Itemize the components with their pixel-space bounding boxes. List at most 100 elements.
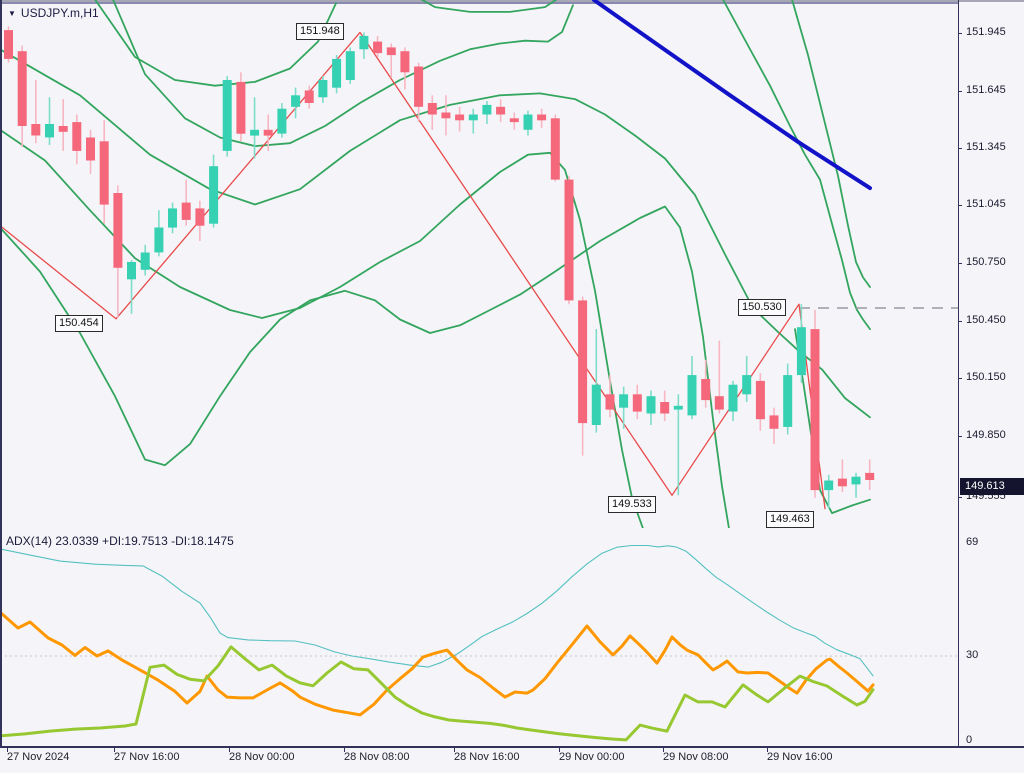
price-tick-mark: [958, 378, 962, 379]
candle-body: [742, 375, 752, 395]
symbol-timeframe-label[interactable]: ▼ USDJPY.m,H1: [8, 6, 99, 20]
band-lower-inner: [794, 328, 871, 514]
candle-body: [359, 35, 369, 50]
time-tick-mark: [7, 746, 8, 752]
price-tick-label: 151.645: [966, 84, 1006, 96]
candle-body: [646, 396, 656, 414]
candle-body: [72, 122, 82, 151]
candle-body: [31, 124, 41, 136]
candle-body: [441, 112, 451, 119]
candle-body: [783, 375, 793, 427]
candle-body: [701, 379, 711, 401]
main-chart-area[interactable]: [0, 0, 958, 529]
chevron-down-icon[interactable]: ▼: [8, 8, 16, 18]
candle-body: [482, 104, 492, 115]
time-tick-label: 29 Nov 16:00: [767, 751, 833, 763]
current-price-badge: 149.613: [960, 478, 1024, 495]
candle-body: [769, 415, 779, 429]
adx-tick-label: 0: [966, 734, 973, 746]
zigzag-price-label: 149.463: [766, 511, 814, 528]
plus-di-line: [0, 610, 875, 717]
adx-line: [0, 544, 874, 677]
zigzag-price-label: 149.533: [608, 496, 656, 513]
price-tick-mark: [958, 497, 962, 498]
candle-body: [837, 478, 847, 487]
candle-body: [304, 90, 314, 103]
candle-body: [58, 126, 68, 132]
time-tick-label: 28 Nov 08:00: [344, 751, 410, 763]
minus-di-line: [0, 645, 875, 742]
time-tick-label: 29 Nov 00:00: [559, 751, 625, 763]
candle-body: [277, 108, 287, 134]
time-tick-mark: [229, 746, 230, 752]
candle-body: [755, 380, 765, 420]
price-tick-label: 151.045: [966, 198, 1006, 210]
candle-body: [632, 394, 642, 412]
time-tick-label: 28 Nov 00:00: [229, 751, 295, 763]
symbol-label-text: USDJPY.m,H1: [20, 6, 99, 20]
candle-body: [222, 80, 232, 151]
price-tick-mark: [958, 148, 962, 149]
zigzag-price-label: 151.948: [296, 23, 344, 40]
candle-body: [209, 166, 219, 224]
moving-average-line: [592, 0, 872, 191]
candle-body: [86, 137, 95, 161]
adx-indicator-label: ADX(14) 23.0339 +DI:19.7513 -DI:18.1475: [6, 534, 234, 548]
band-upper-inner: [112, 0, 574, 147]
band-lower-inner: [0, 128, 644, 528]
time-tick-mark: [114, 746, 115, 752]
candle-body: [523, 114, 533, 130]
band-lower-outer: [0, 205, 730, 528]
price-tick-mark: [958, 436, 962, 437]
candle-body: [400, 51, 410, 73]
candle-body: [810, 329, 820, 491]
candle-body: [168, 208, 177, 228]
price-tick-mark: [958, 33, 962, 34]
time-tick-mark: [559, 746, 560, 752]
candle-body: [181, 202, 191, 220]
time-tick-label: 27 Nov 16:00: [114, 751, 180, 763]
panel-separator[interactable]: [0, 2, 958, 4]
candle-body: [468, 114, 478, 121]
candle-body: [250, 129, 260, 136]
time-tick-label: 28 Nov 16:00: [454, 751, 520, 763]
window-left-border: [0, 0, 2, 747]
candle-body: [509, 118, 519, 123]
candle-body: [824, 480, 834, 491]
candle-body: [537, 114, 547, 121]
candle-body: [796, 327, 806, 376]
candle-body: [386, 47, 396, 56]
candle-body: [714, 396, 724, 410]
candle-body: [127, 262, 136, 280]
candle-body: [45, 124, 54, 138]
candle-body: [4, 30, 13, 59]
time-tick-label: 29 Nov 08:00: [663, 751, 729, 763]
band-middle: [0, 48, 871, 419]
candle-body: [427, 103, 437, 115]
candle-body: [605, 394, 615, 410]
adx-tick-label: 30: [966, 649, 979, 661]
candle-body: [195, 208, 205, 226]
candle-body: [318, 80, 328, 98]
candle-body: [236, 81, 246, 134]
candle-body: [673, 405, 683, 410]
adx-panel-area[interactable]: [0, 544, 958, 742]
candle-body: [99, 141, 109, 205]
price-tick-label: 150.150: [966, 371, 1006, 383]
zigzag-price-label: 150.454: [55, 315, 103, 332]
time-tick-label: 27 Nov 2024: [7, 751, 70, 763]
time-tick-mark: [663, 746, 664, 752]
candle-body: [332, 58, 342, 88]
candle-body: [113, 193, 123, 268]
band-upper-outer: [94, 0, 337, 87]
adx-tick-label: 69: [966, 536, 979, 548]
candle-body: [414, 66, 424, 107]
time-axis-separator: [0, 746, 1024, 748]
candle-body: [660, 402, 670, 414]
band-upper-inner: [722, 0, 871, 330]
price-tick-mark: [958, 205, 962, 206]
price-tick-mark: [958, 91, 962, 92]
price-axis-line: [958, 0, 959, 747]
candle-body: [373, 41, 383, 54]
